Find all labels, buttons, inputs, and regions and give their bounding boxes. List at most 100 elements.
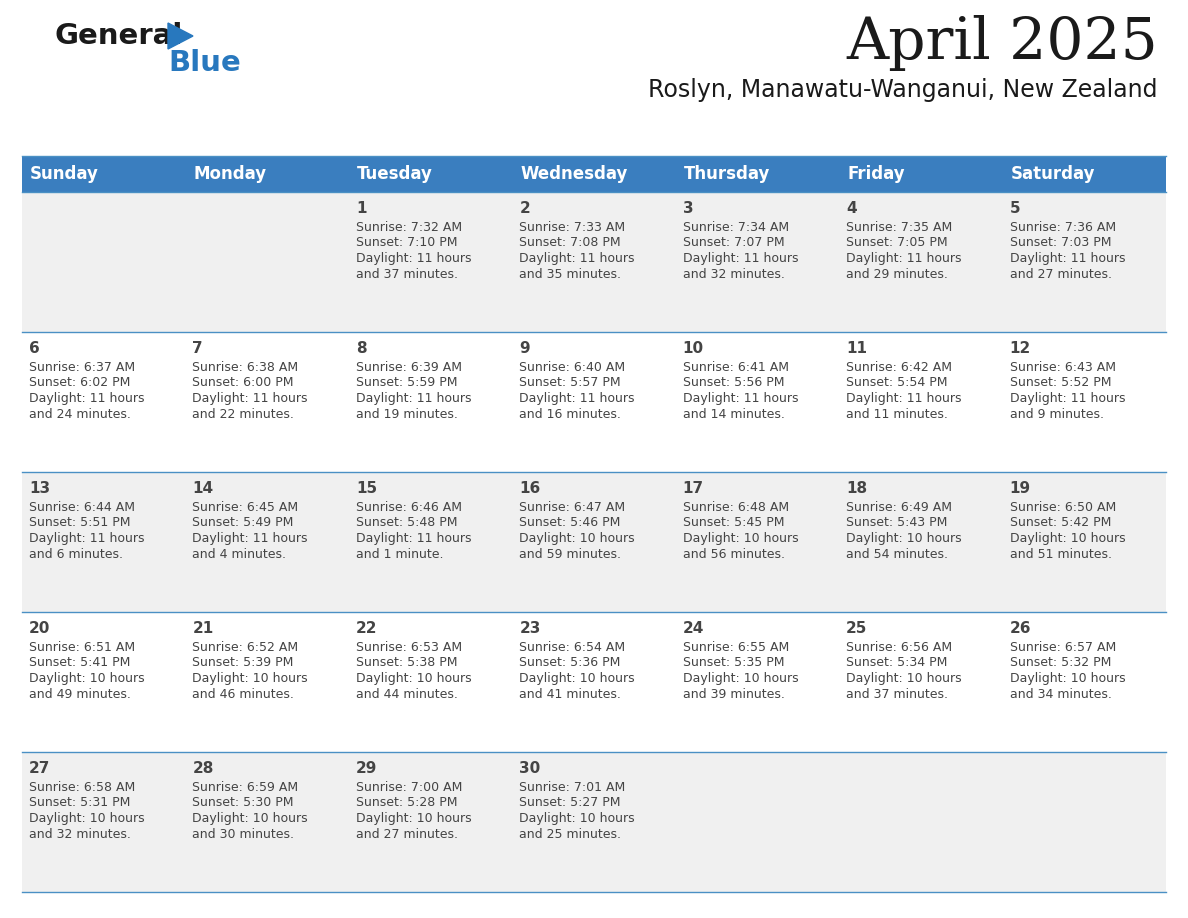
Text: 4: 4 (846, 201, 857, 216)
Text: Wednesday: Wednesday (520, 165, 627, 183)
Text: Daylight: 10 hours: Daylight: 10 hours (1010, 532, 1125, 545)
Text: Sunrise: 6:54 AM: Sunrise: 6:54 AM (519, 641, 625, 654)
Text: and 22 minutes.: and 22 minutes. (192, 408, 295, 420)
Text: 2: 2 (519, 201, 530, 216)
Text: Sunrise: 6:41 AM: Sunrise: 6:41 AM (683, 361, 789, 374)
Text: Sunset: 5:30 PM: Sunset: 5:30 PM (192, 797, 293, 810)
Text: Daylight: 10 hours: Daylight: 10 hours (519, 672, 634, 685)
Text: Daylight: 10 hours: Daylight: 10 hours (356, 672, 472, 685)
Text: Sunrise: 6:56 AM: Sunrise: 6:56 AM (846, 641, 953, 654)
Text: and 4 minutes.: and 4 minutes. (192, 547, 286, 561)
Text: Daylight: 10 hours: Daylight: 10 hours (29, 672, 145, 685)
Text: Sunset: 5:56 PM: Sunset: 5:56 PM (683, 376, 784, 389)
Text: Sunset: 7:10 PM: Sunset: 7:10 PM (356, 237, 457, 250)
Text: Monday: Monday (194, 165, 266, 183)
Text: Sunrise: 6:42 AM: Sunrise: 6:42 AM (846, 361, 952, 374)
Text: Daylight: 11 hours: Daylight: 11 hours (846, 252, 961, 265)
Text: Sunrise: 6:57 AM: Sunrise: 6:57 AM (1010, 641, 1116, 654)
Text: 27: 27 (29, 761, 50, 776)
Text: Sunrise: 7:36 AM: Sunrise: 7:36 AM (1010, 221, 1116, 234)
Text: Daylight: 10 hours: Daylight: 10 hours (683, 532, 798, 545)
Bar (23, 752, 1165, 892)
Text: 14: 14 (192, 481, 214, 496)
Text: Sunrise: 7:34 AM: Sunrise: 7:34 AM (683, 221, 789, 234)
Text: and 19 minutes.: and 19 minutes. (356, 408, 457, 420)
Text: Sunrise: 6:50 AM: Sunrise: 6:50 AM (1010, 501, 1116, 514)
Text: and 24 minutes.: and 24 minutes. (29, 408, 131, 420)
Text: Daylight: 11 hours: Daylight: 11 hours (519, 392, 634, 405)
Text: Daylight: 11 hours: Daylight: 11 hours (683, 252, 798, 265)
Text: 25: 25 (846, 621, 867, 636)
Text: Daylight: 10 hours: Daylight: 10 hours (846, 672, 962, 685)
Text: 30: 30 (519, 761, 541, 776)
Text: and 41 minutes.: and 41 minutes. (519, 688, 621, 700)
Text: Sunset: 5:27 PM: Sunset: 5:27 PM (519, 797, 621, 810)
Text: Daylight: 10 hours: Daylight: 10 hours (1010, 672, 1125, 685)
Text: and 37 minutes.: and 37 minutes. (846, 688, 948, 700)
Text: 28: 28 (192, 761, 214, 776)
Text: Sunset: 7:07 PM: Sunset: 7:07 PM (683, 237, 784, 250)
Bar (23, 612, 1165, 752)
Text: Sunset: 7:05 PM: Sunset: 7:05 PM (846, 237, 948, 250)
Text: Sunset: 6:00 PM: Sunset: 6:00 PM (192, 376, 293, 389)
Text: Sunrise: 7:00 AM: Sunrise: 7:00 AM (356, 781, 462, 794)
Text: 26: 26 (1010, 621, 1031, 636)
Text: 9: 9 (519, 341, 530, 356)
Text: Sunrise: 6:55 AM: Sunrise: 6:55 AM (683, 641, 789, 654)
Text: and 37 minutes.: and 37 minutes. (356, 267, 457, 281)
Text: Sunset: 5:36 PM: Sunset: 5:36 PM (519, 656, 620, 669)
Text: 18: 18 (846, 481, 867, 496)
Text: Daylight: 11 hours: Daylight: 11 hours (519, 252, 634, 265)
Text: Sunset: 5:42 PM: Sunset: 5:42 PM (1010, 517, 1111, 530)
Text: and 27 minutes.: and 27 minutes. (356, 827, 457, 841)
Text: Sunset: 5:38 PM: Sunset: 5:38 PM (356, 656, 457, 669)
Text: 5: 5 (1010, 201, 1020, 216)
Text: 24: 24 (683, 621, 704, 636)
Text: Sunrise: 7:35 AM: Sunrise: 7:35 AM (846, 221, 953, 234)
Text: Sunrise: 6:53 AM: Sunrise: 6:53 AM (356, 641, 462, 654)
Text: and 59 minutes.: and 59 minutes. (519, 547, 621, 561)
Text: Daylight: 11 hours: Daylight: 11 hours (1010, 252, 1125, 265)
Text: Thursday: Thursday (684, 165, 770, 183)
Text: Daylight: 10 hours: Daylight: 10 hours (192, 812, 308, 825)
Polygon shape (168, 23, 192, 49)
Text: Blue: Blue (168, 49, 241, 77)
Text: 3: 3 (683, 201, 694, 216)
Text: Sunrise: 6:45 AM: Sunrise: 6:45 AM (192, 501, 298, 514)
Text: and 1 minute.: and 1 minute. (356, 547, 443, 561)
Text: Daylight: 11 hours: Daylight: 11 hours (846, 392, 961, 405)
Text: and 35 minutes.: and 35 minutes. (519, 267, 621, 281)
Text: Daylight: 10 hours: Daylight: 10 hours (519, 532, 634, 545)
Text: Sunset: 5:31 PM: Sunset: 5:31 PM (29, 797, 131, 810)
Text: General: General (55, 22, 183, 50)
Text: Daylight: 11 hours: Daylight: 11 hours (192, 392, 308, 405)
Text: Sunset: 5:35 PM: Sunset: 5:35 PM (683, 656, 784, 669)
Text: 19: 19 (1010, 481, 1031, 496)
Text: Sunset: 7:08 PM: Sunset: 7:08 PM (519, 237, 621, 250)
Text: and 44 minutes.: and 44 minutes. (356, 688, 457, 700)
Text: Daylight: 10 hours: Daylight: 10 hours (519, 812, 634, 825)
Text: Saturday: Saturday (1011, 165, 1095, 183)
Text: Sunset: 5:32 PM: Sunset: 5:32 PM (1010, 656, 1111, 669)
Text: Roslyn, Manawatu-Wanganui, New Zealand: Roslyn, Manawatu-Wanganui, New Zealand (649, 78, 1158, 102)
Text: and 11 minutes.: and 11 minutes. (846, 408, 948, 420)
Text: 8: 8 (356, 341, 366, 356)
Text: 23: 23 (519, 621, 541, 636)
Text: Sunrise: 7:32 AM: Sunrise: 7:32 AM (356, 221, 462, 234)
Text: Sunset: 5:34 PM: Sunset: 5:34 PM (846, 656, 948, 669)
Bar (23, 472, 1165, 612)
Text: Sunrise: 6:47 AM: Sunrise: 6:47 AM (519, 501, 625, 514)
Text: and 34 minutes.: and 34 minutes. (1010, 688, 1112, 700)
Text: Daylight: 10 hours: Daylight: 10 hours (356, 812, 472, 825)
Text: Daylight: 10 hours: Daylight: 10 hours (846, 532, 962, 545)
Text: Sunset: 5:43 PM: Sunset: 5:43 PM (846, 517, 948, 530)
Text: Sunrise: 6:58 AM: Sunrise: 6:58 AM (29, 781, 135, 794)
Text: Sunrise: 7:01 AM: Sunrise: 7:01 AM (519, 781, 626, 794)
Text: Sunrise: 6:40 AM: Sunrise: 6:40 AM (519, 361, 625, 374)
Text: April 2025: April 2025 (846, 15, 1158, 71)
Text: Sunrise: 7:33 AM: Sunrise: 7:33 AM (519, 221, 625, 234)
Text: and 29 minutes.: and 29 minutes. (846, 267, 948, 281)
Text: Sunrise: 6:38 AM: Sunrise: 6:38 AM (192, 361, 298, 374)
Text: and 27 minutes.: and 27 minutes. (1010, 267, 1112, 281)
Text: and 46 minutes.: and 46 minutes. (192, 688, 295, 700)
